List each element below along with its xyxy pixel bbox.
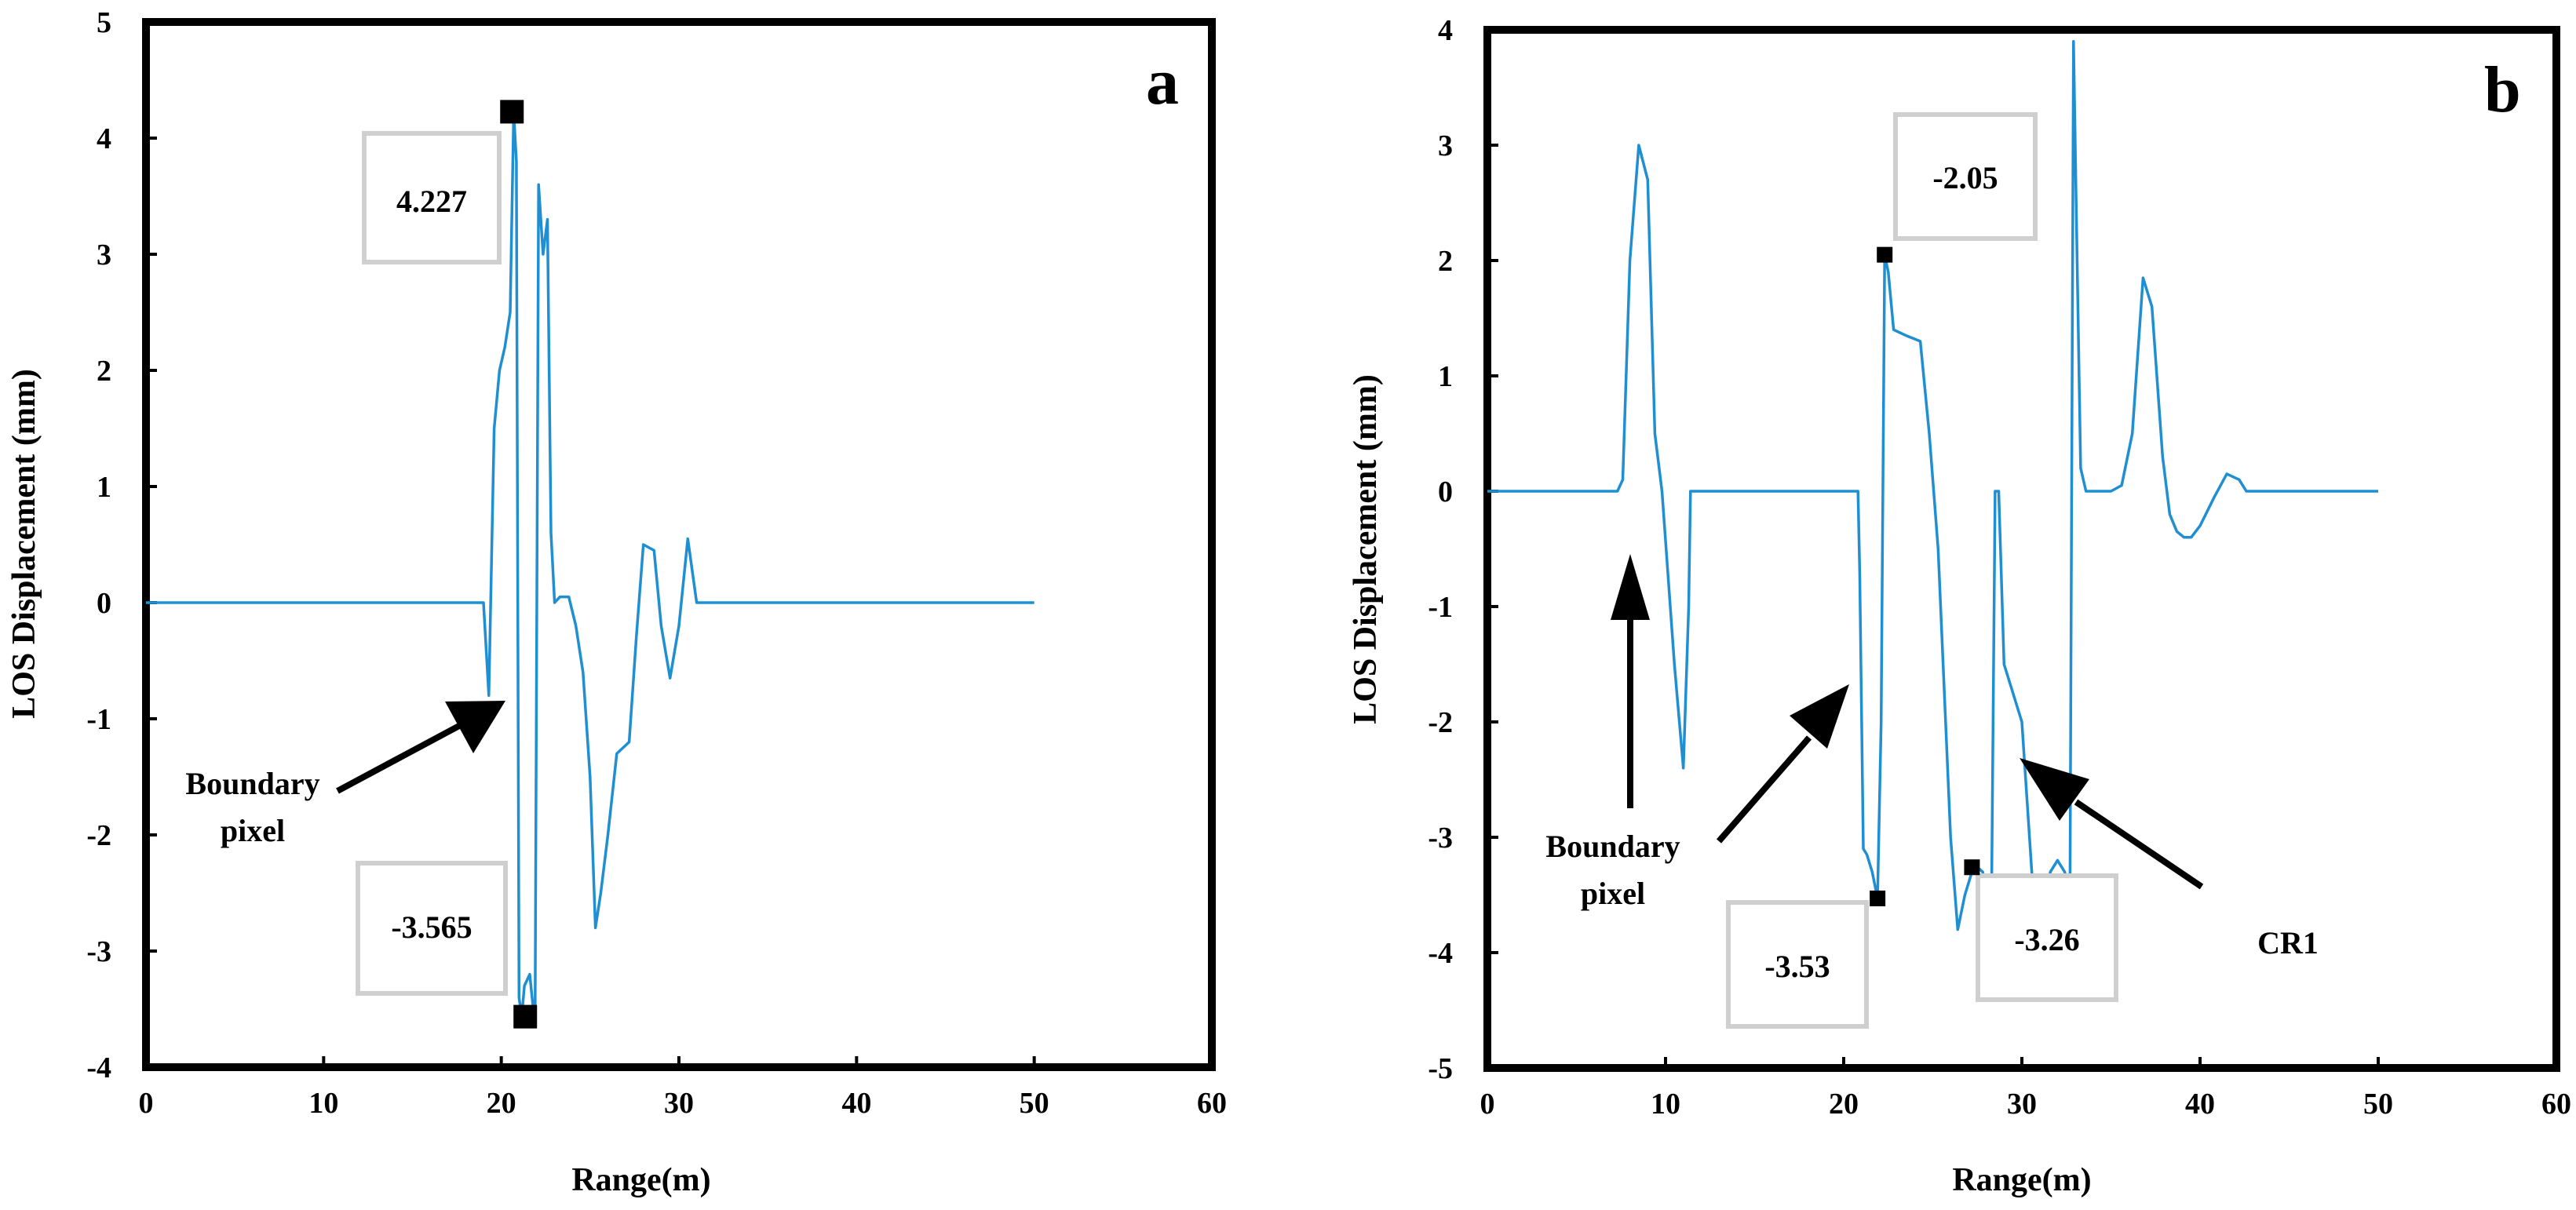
value-label-min-a: -3.565 — [391, 909, 472, 945]
value-label-max-a: 4.227 — [396, 184, 467, 219]
x-tick-label-b: 10 — [1651, 1088, 1680, 1121]
value-box-b3 — [1976, 873, 2118, 1002]
x-axis-label-a: Range(m) — [571, 1162, 710, 1198]
y-tick-label-b: 3 — [1438, 129, 1453, 162]
boundary-arrow-head-b1 — [1611, 554, 1650, 620]
cr1-label-b: CR1 — [2257, 925, 2319, 960]
boundary-label-line1-b: Boundary — [1545, 829, 1680, 864]
boundary-arrow-head-a — [445, 701, 505, 753]
x-tick-label-a: 20 — [487, 1087, 516, 1120]
x-tick-label-b: 60 — [2541, 1088, 2571, 1121]
x-tick-label-a: 0 — [139, 1087, 154, 1120]
x-tick-label-b: 30 — [2007, 1088, 2037, 1121]
value-box-b1 — [1893, 112, 2038, 241]
boundary-label-line1-a: Boundary — [185, 766, 319, 801]
y-tick-label-a: 5 — [97, 6, 111, 39]
x-tick-label-a: 30 — [664, 1087, 694, 1120]
y-tick-label-b: 1 — [1438, 360, 1453, 393]
marker-b3 — [1964, 859, 1980, 876]
value-box-max-a — [362, 131, 502, 264]
chart-panel-b: -5 -4 -3 -2 -1 0 1 2 3 4 0 10 20 30 40 50 60 b LOS Disp… — [1348, 14, 2571, 1198]
y-tick-label-b: -4 — [1428, 937, 1453, 970]
y-tick-label-a: 1 — [97, 471, 111, 504]
y-tick-label-a: -4 — [86, 1051, 111, 1084]
value-label-b3: -3.26 — [2014, 922, 2079, 957]
x-tick-label-b: 20 — [1829, 1088, 1859, 1121]
chart-panel-a: -4 -3 -2 -1 0 1 2 3 4 5 0 10 20 30 40 50 60 a LOS Displ… — [6, 6, 1227, 1198]
y-tick-label-b: 0 — [1438, 476, 1453, 508]
panel-label-b: b — [2484, 53, 2521, 126]
cr1-arrow-shaft-b — [2074, 799, 2204, 890]
series-line-a — [146, 110, 1034, 1028]
y-tick-label-a: 2 — [97, 355, 111, 388]
y-tick-label-a: 4 — [97, 122, 111, 155]
y-tick-label-b: 4 — [1438, 14, 1453, 47]
y-axis-label-a: LOS Displacement (mm) — [6, 369, 42, 719]
value-label-b2: -3.53 — [1764, 949, 1830, 984]
y-tick-label-b: -2 — [1428, 706, 1453, 739]
y-tick-label-a: 0 — [97, 587, 111, 620]
x-tick-label-b: 50 — [2363, 1088, 2393, 1121]
x-tick-label-a: 40 — [841, 1087, 871, 1120]
x-tick-label-b: 40 — [2185, 1088, 2215, 1121]
boundary-label-line2-a: pixel — [221, 813, 285, 848]
value-box-min-a — [356, 861, 508, 996]
y-tick-label-b: -5 — [1428, 1052, 1453, 1085]
boundary-arrow-shaft-a — [336, 723, 461, 794]
boundary-arrow-head-b2 — [1790, 684, 1849, 749]
x-axis-label-b: Range(m) — [1952, 1162, 2091, 1198]
x-tick-label-a: 60 — [1197, 1087, 1227, 1120]
y-tick-label-a: -1 — [86, 703, 111, 736]
boundary-arrow-shaft-b2 — [1716, 735, 1812, 844]
y-tick-label-b: -3 — [1428, 822, 1453, 855]
y-axis-label-b: LOS Displacement (mm) — [1348, 374, 1384, 724]
x-tick-label-b: 0 — [1480, 1088, 1495, 1121]
panel-label-a: a — [1146, 46, 1179, 118]
y-tick-label-a: -3 — [86, 935, 111, 968]
y-tick-label-b: 2 — [1438, 245, 1453, 278]
x-tick-label-a: 10 — [308, 1087, 338, 1120]
value-label-b1: -2.05 — [1932, 160, 1998, 195]
y-tick-label-b: -1 — [1428, 591, 1453, 624]
cr1-arrow-head-b — [2020, 758, 2089, 821]
y-tick-label-a: 3 — [97, 239, 111, 272]
marker-b1 — [1877, 246, 1893, 263]
marker-min-a — [513, 1004, 538, 1029]
y-tick-label-a: -2 — [86, 819, 111, 852]
boundary-label-line2-b: pixel — [1581, 876, 1645, 911]
marker-b2 — [1870, 890, 1886, 906]
plot-frame-a — [142, 18, 1216, 1071]
marker-max-a — [500, 100, 524, 124]
value-box-b2 — [1726, 900, 1869, 1029]
x-tick-label-a: 50 — [1020, 1087, 1049, 1120]
